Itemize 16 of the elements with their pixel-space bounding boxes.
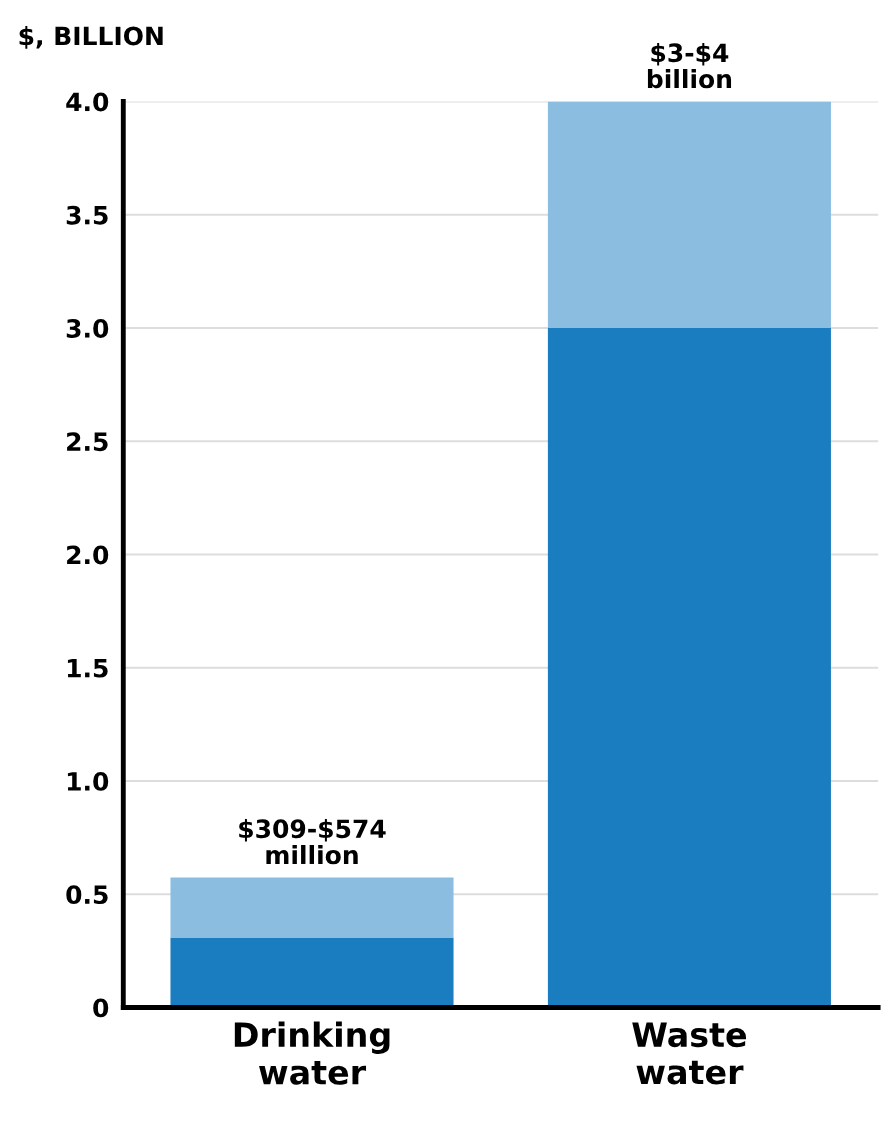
annotation: $309-$574 million — [239, 818, 386, 865]
y-tick-label: 0.5 — [66, 885, 108, 905]
annotation: $3-$4 billion — [647, 42, 732, 89]
y-tick-label: 2.0 — [67, 545, 109, 565]
y-tick-label: 2.5 — [67, 432, 108, 452]
y-tick-label: 3.0 — [66, 318, 109, 338]
y-tick-label: 4.0 — [66, 92, 109, 112]
y-axis-title: $, BILLION — [19, 26, 163, 49]
y-tick-label: 3.5 — [66, 205, 108, 225]
bar — [547, 101, 831, 329]
y-tick-label: 0 — [93, 998, 109, 1018]
bar — [170, 877, 454, 938]
x-tick-label: Drinking water — [234, 1021, 390, 1085]
y-tick-label: 1.0 — [67, 771, 109, 791]
x-tick-label: Waste water — [632, 1022, 747, 1085]
y-tick-label: 1.5 — [67, 659, 108, 678]
